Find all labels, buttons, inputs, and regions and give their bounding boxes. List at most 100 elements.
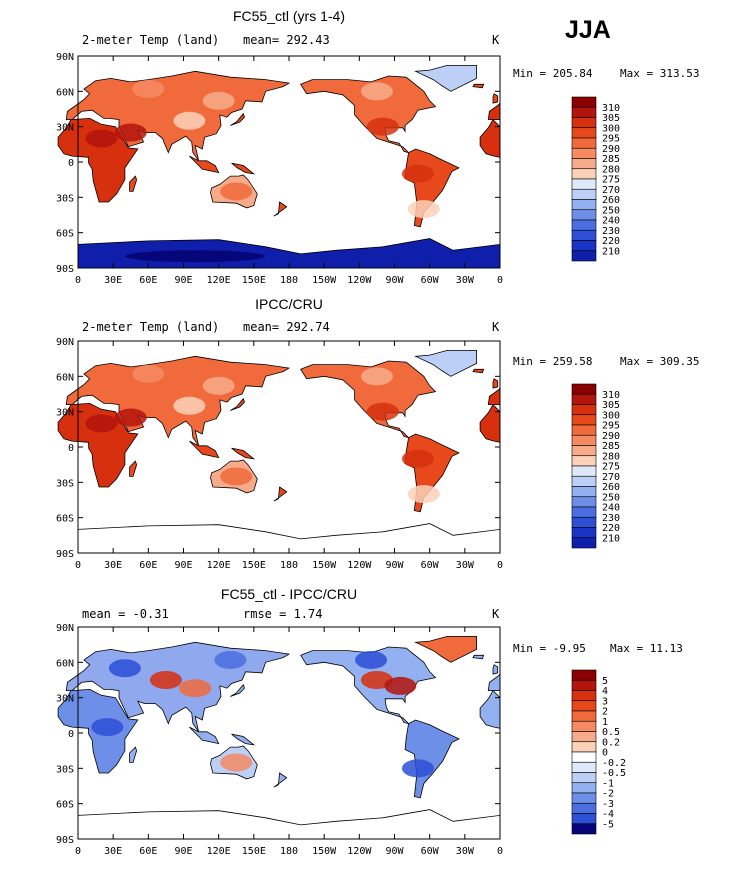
- x-tick-label: 120E: [207, 560, 231, 571]
- x-tick-label: 150E: [242, 560, 266, 571]
- field-patch: [85, 414, 118, 433]
- colorbar-swatch: [571, 106, 597, 118]
- colorbar-level-label: 295: [602, 134, 620, 145]
- colorbar-level-label: -3: [602, 799, 614, 810]
- x-tick-label: 120E: [207, 846, 231, 857]
- x-tick-label: 30W: [456, 275, 475, 286]
- colorbar-swatch: [571, 506, 597, 518]
- x-tick-label: 60E: [139, 560, 157, 571]
- field-patch: [91, 718, 124, 737]
- colorbar-swatch: [571, 761, 597, 773]
- field-patch: [360, 82, 393, 101]
- x-tick-label: 180: [280, 846, 298, 857]
- x-tick-label: 90W: [385, 846, 404, 857]
- y-tick-label: 0: [68, 729, 74, 740]
- x-tick-label: 150W: [312, 846, 337, 857]
- colorbar-swatch: [571, 475, 597, 487]
- y-tick-label: 60N: [56, 372, 74, 383]
- land-indonesia: [189, 726, 220, 745]
- x-tick-label: 180: [280, 560, 298, 571]
- colorbar-level-label: 220: [602, 523, 620, 534]
- x-tick-label: 150E: [242, 846, 266, 857]
- y-tick-label: 60S: [56, 800, 74, 811]
- land-greenland: [414, 636, 477, 663]
- colorbar-level-label: 290: [602, 431, 620, 442]
- colorbar-level-label: 305: [602, 113, 620, 124]
- land-europe_wrap: [487, 102, 501, 120]
- field-patch: [214, 650, 247, 669]
- land-japan: [230, 683, 245, 697]
- x-tick-label: 60W: [421, 275, 440, 286]
- x-tick-label: 60W: [421, 846, 440, 857]
- y-tick-label: 60N: [56, 658, 74, 669]
- colorbar-level-label: -1: [602, 778, 614, 789]
- field-patch: [173, 396, 206, 415]
- colorbar-swatch: [571, 669, 597, 681]
- x-tick-label: 30E: [104, 275, 122, 286]
- colorbar: 3103053002952902852802752702602502402302…: [571, 383, 620, 549]
- panel-title: FC55_ctl (yrs 1-4): [232, 8, 346, 24]
- y-tick-label: 90N: [56, 623, 74, 634]
- y-tick-label: 90N: [56, 52, 74, 63]
- colorbar-swatch: [571, 516, 597, 528]
- x-tick-label: 90E: [174, 846, 192, 857]
- colorbar-level-label: 0.5: [602, 727, 620, 738]
- land-madagascar: [129, 746, 138, 763]
- field-patch: [366, 117, 399, 136]
- y-tick-label: 30N: [56, 123, 74, 134]
- season-label: JJA: [565, 16, 611, 44]
- x-tick-label: 60E: [139, 846, 157, 857]
- colorbar-level-label: 260: [602, 482, 620, 493]
- land-greenland: [414, 350, 477, 377]
- colorbar-level-label: 210: [602, 533, 620, 544]
- field-patch: [220, 753, 253, 772]
- map-plot: 0 30E 60E 90E 120E 150E 180 150W 120W 90W 60W 30W 09…: [56, 52, 503, 286]
- land-europe_wrap: [487, 387, 501, 405]
- field-patch: [220, 467, 253, 486]
- land-madagascar: [129, 460, 138, 477]
- land-newzealand: [273, 201, 288, 217]
- colorbar-level-label: 285: [602, 441, 620, 452]
- colorbar-swatch: [571, 147, 597, 159]
- x-tick-label: 60E: [139, 275, 157, 286]
- colorbar-swatch: [571, 445, 597, 457]
- colorbar-level-label: 4: [602, 686, 608, 697]
- colorbar-level-label: 260: [602, 195, 620, 206]
- colorbar-level-label: 285: [602, 154, 620, 165]
- map-plot: 0 30E 60E 90E 120E 150E 180 150W 120W 90W 60W 30W 09…: [56, 337, 503, 571]
- center-subtitle: rmse = 1.74: [243, 607, 323, 621]
- colorbar-swatch: [571, 117, 597, 129]
- colorbar-level-label: 250: [602, 205, 620, 216]
- map-plot: 0 30E 60E 90E 120E 150E 180 150W 120W 90W 60W 30W 09…: [56, 623, 503, 857]
- y-tick-label: 60S: [56, 229, 74, 240]
- colorbar-swatch: [571, 393, 597, 405]
- x-tick-label: 180: [280, 275, 298, 286]
- colorbar-swatch: [571, 209, 597, 221]
- colorbar-swatch: [571, 741, 597, 753]
- field-patch: [132, 79, 165, 98]
- y-tick-label: 0: [68, 158, 74, 169]
- y-tick-label: 30S: [56, 478, 74, 489]
- colorbar-level-label: 210: [602, 246, 620, 257]
- x-tick-label: 90E: [174, 560, 192, 571]
- x-tick-label: 0: [75, 846, 81, 857]
- colorbar-level-label: 290: [602, 144, 620, 155]
- field-patch: [355, 650, 388, 669]
- max-label: Max = 11.13: [610, 642, 683, 655]
- colorbar-swatch: [571, 137, 597, 149]
- field-patch: [132, 364, 165, 383]
- x-tick-label: 0: [75, 560, 81, 571]
- colorbar-level-label: 3: [602, 696, 608, 707]
- colorbar-level-label: 240: [602, 216, 620, 227]
- left-subtitle: 2-meter Temp (land): [82, 320, 220, 334]
- colorbar-swatch: [571, 424, 597, 436]
- colorbar-level-label: 310: [602, 390, 620, 401]
- land-japan: [230, 112, 245, 126]
- x-tick-label: 120W: [347, 846, 372, 857]
- field-patch: [401, 449, 434, 468]
- y-tick-label: 0: [68, 443, 74, 454]
- x-tick-label: 0: [497, 275, 503, 286]
- colorbar-level-label: 250: [602, 492, 620, 503]
- min-label: Min = 259.58: [513, 355, 593, 368]
